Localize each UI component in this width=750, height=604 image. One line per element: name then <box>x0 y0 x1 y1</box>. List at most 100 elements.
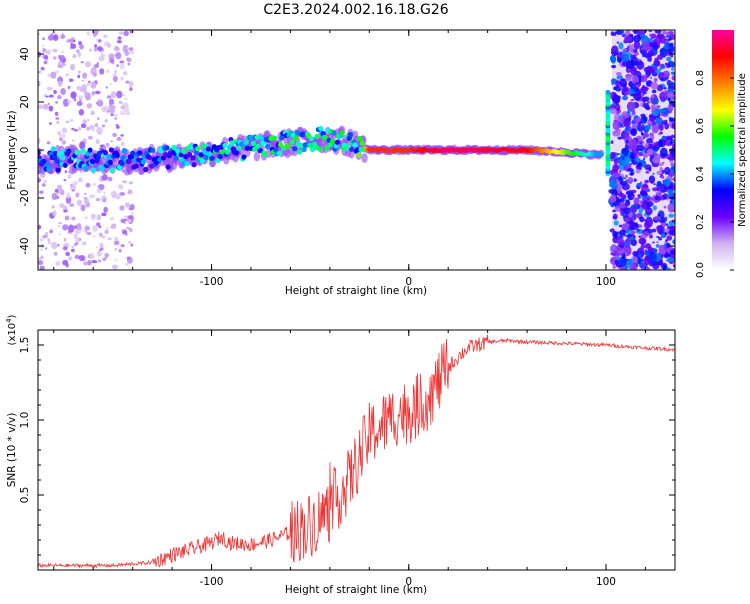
spectrogram-noise-blob <box>643 230 650 237</box>
spectrogram-noise-blob <box>67 85 71 90</box>
spectrogram-noise-blob <box>613 250 616 253</box>
spectrogram-noise-blob <box>47 237 51 242</box>
spectrogram-noise-blob <box>114 117 117 120</box>
snr-multiplier-prefix: (x10 <box>7 323 18 346</box>
spectrogram-noise-blob <box>89 194 96 199</box>
spectrogram-noise-blob <box>629 262 638 270</box>
spectrogram-noise-blob <box>614 206 622 212</box>
spectrogram-ridge-point <box>259 135 265 141</box>
spectrogram-noise-blob <box>104 119 108 123</box>
spectrogram-noise-blob <box>646 137 653 144</box>
snr-y-tick-label: 1.5 <box>19 337 31 354</box>
spectrogram-noise-blob <box>644 142 649 149</box>
snr-line <box>38 334 675 569</box>
spectrogram-ridge-point <box>203 154 209 161</box>
spectrogram-noise-blob <box>652 172 655 175</box>
spectrogram-noise-blob <box>90 110 95 116</box>
spectrogram-noise-blob <box>129 30 133 34</box>
spectrogram-noise <box>38 30 675 270</box>
spectrogram-noise-blob <box>60 34 66 39</box>
spectrogram-noise-blob <box>657 218 660 221</box>
spectrogram-noise-blob <box>69 203 75 208</box>
spectrogram-noise-blob <box>671 68 674 71</box>
spectrogram-ridge-point <box>146 154 152 160</box>
spectrogram-noise-blob <box>108 98 115 106</box>
spectrogram-noise-blob <box>654 57 659 61</box>
spectrogram-noise-blob <box>632 54 636 59</box>
spectrogram-noise-blob <box>666 235 673 241</box>
spectrogram-noise-blob <box>619 229 626 236</box>
spectrogram-noise-blob <box>75 223 82 232</box>
colorbar-gradient <box>712 30 734 270</box>
spectrogram-noise-blob <box>619 197 625 203</box>
spectrogram-noise-blob <box>615 71 622 76</box>
spectrogram-noise-blob <box>651 228 657 233</box>
spectrogram-noise-blob <box>119 205 125 211</box>
spectrogram-noise-blob <box>638 91 642 94</box>
spectrogram-noise-blob <box>667 60 675 68</box>
spectrogram-noise-blob <box>38 260 44 266</box>
spectrogram-noise-blob <box>644 164 652 171</box>
spectrogram-ridge-point <box>260 140 266 146</box>
spectrogram-noise-blob <box>65 120 70 124</box>
spectrogram-noise-blob <box>612 120 621 131</box>
spectrogram-noise-blob <box>613 86 617 91</box>
spectrogram-ridge-point <box>294 130 300 136</box>
spectrogram-noise-blob <box>114 248 118 251</box>
figure-title: C2E3.2024.002.16.18.G26 <box>263 2 448 18</box>
spectrogram-noise-blob <box>652 146 660 152</box>
spectrogram-noise-blob <box>129 87 133 92</box>
spectrogram-noise-blob <box>42 234 48 239</box>
spectrogram-noise-blob <box>644 200 647 204</box>
spectrogram-noise-blob <box>663 178 671 187</box>
spectrogram-noise-blob <box>52 56 57 60</box>
colorbar-ticks: 0.0 0.2 0.4 0.6 0.8 <box>695 70 734 278</box>
spectrogram-noise-blob <box>643 152 649 158</box>
spectrogram-ridge-point <box>121 148 127 154</box>
spectrogram-noise-blob <box>655 118 659 122</box>
spectrogram-noise-blob <box>72 189 75 192</box>
snr-x-tick-label: 100 <box>596 576 616 588</box>
spectrogram-noise-blob <box>662 109 666 113</box>
spectrogram-noise-blob <box>39 190 44 194</box>
spectrogram-noise-blob <box>658 227 661 231</box>
spectrogram-noise-blob <box>107 61 111 64</box>
spectrogram-noise-blob <box>107 237 112 241</box>
spectrogram-noise-blob <box>49 229 54 234</box>
spectrogram-ridge-point <box>108 147 114 153</box>
spectrogram-noise-blob <box>659 91 668 102</box>
spectrogram-noise-blob <box>114 45 120 51</box>
spectrogram-noise-blob <box>642 41 651 51</box>
spectrogram-noise-blob <box>110 113 114 116</box>
spectrogram-noise-blob <box>79 87 86 93</box>
spectrogram-ridge-halo <box>253 151 261 162</box>
spectrogram-ridge-point <box>117 164 123 170</box>
spectrogram-noise-blob <box>648 30 653 33</box>
spectrogram-noise-blob <box>650 103 656 111</box>
spectrogram-noise-blob <box>110 191 115 196</box>
spectrogram-ridge-point <box>331 130 337 136</box>
spectrogram-noise-blob <box>665 31 671 36</box>
spectrogram-noise-blob <box>115 193 121 199</box>
spectrogram-noise-blob <box>644 91 647 95</box>
spectrogram-noise-blob <box>627 168 634 172</box>
spectrogram-noise-blob <box>659 67 662 70</box>
spectrogram-noise-blob <box>609 177 615 181</box>
spectrogram-noise-blob <box>665 135 673 141</box>
spectrogram-ridge-point <box>186 151 193 158</box>
spectrogram-noise-blob <box>88 80 91 84</box>
spectrogram-noise-blob <box>72 54 77 59</box>
spectrogram-noise-blob <box>660 113 666 117</box>
spectrogram-ridge-point <box>298 143 304 149</box>
spectrogram-noise-blob <box>612 265 616 269</box>
spectrogram-noise-blob <box>614 50 617 54</box>
spectrogram-noise-blob <box>654 194 660 201</box>
spectrogram-noise-blob <box>610 55 617 64</box>
spectrogram-noise-blob <box>627 176 634 184</box>
spectrogram-noise-blob <box>663 187 666 190</box>
spectrogram-noise-blob <box>38 138 41 144</box>
colorbar-tick-label: 0.2 <box>695 214 706 230</box>
spectrogram-noise-blob <box>625 229 633 235</box>
spectrogram-noise-blob <box>96 30 100 33</box>
spectrogram-noise-blob <box>131 212 134 215</box>
